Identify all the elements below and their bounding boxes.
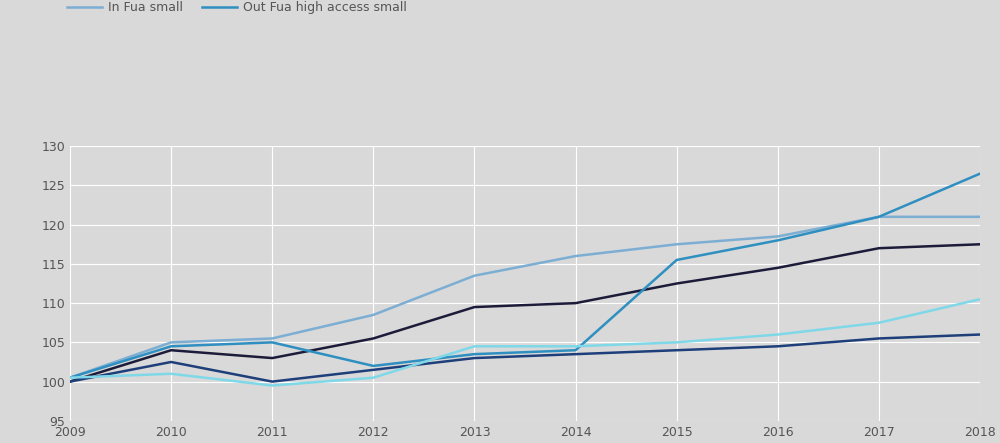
Out Fua low access xyxy=(367,375,379,381)
In Fua big xyxy=(64,379,76,384)
Line: Out Fua high access big: Out Fua high access big xyxy=(70,334,980,381)
In Fua big xyxy=(367,336,379,341)
Out Fua low access xyxy=(468,344,480,349)
In Fua small xyxy=(64,375,76,381)
Out Fua high access small xyxy=(266,340,278,345)
Out Fua high access big xyxy=(165,359,177,365)
Out Fua high access small xyxy=(873,214,885,219)
Out Fua high access small xyxy=(974,171,986,176)
Out Fua high access big xyxy=(570,351,582,357)
Out Fua low access xyxy=(266,383,278,388)
In Fua big xyxy=(266,355,278,361)
Line: In Fua small: In Fua small xyxy=(70,217,980,378)
Out Fua high access big xyxy=(873,336,885,341)
In Fua small xyxy=(367,312,379,318)
Out Fua high access small xyxy=(468,351,480,357)
In Fua big xyxy=(772,265,784,271)
Out Fua high access small xyxy=(64,375,76,381)
In Fua big xyxy=(468,304,480,310)
Out Fua low access xyxy=(772,332,784,337)
Out Fua low access xyxy=(570,344,582,349)
Out Fua high access big xyxy=(772,344,784,349)
Out Fua high access small xyxy=(772,238,784,243)
Out Fua low access xyxy=(64,375,76,381)
Line: Out Fua high access small: Out Fua high access small xyxy=(70,174,980,378)
Out Fua high access small xyxy=(671,257,683,263)
In Fua small xyxy=(468,273,480,278)
Out Fua low access xyxy=(671,340,683,345)
Out Fua high access big xyxy=(974,332,986,337)
In Fua small xyxy=(974,214,986,219)
In Fua small xyxy=(266,336,278,341)
Line: In Fua big: In Fua big xyxy=(70,244,980,381)
Out Fua low access xyxy=(873,320,885,326)
In Fua big xyxy=(873,245,885,251)
In Fua big xyxy=(974,241,986,247)
In Fua big xyxy=(671,281,683,286)
In Fua small xyxy=(671,241,683,247)
Out Fua high access small xyxy=(570,348,582,353)
Out Fua low access xyxy=(974,296,986,302)
Legend: In Fua big, In Fua small, Out Fua high access big, Out Fua high access small, Ou: In Fua big, In Fua small, Out Fua high a… xyxy=(67,0,588,15)
Out Fua low access xyxy=(165,371,177,377)
Out Fua high access big xyxy=(266,379,278,384)
In Fua small xyxy=(772,234,784,239)
Line: Out Fua low access: Out Fua low access xyxy=(70,299,980,385)
Out Fua high access big xyxy=(671,348,683,353)
Out Fua high access big xyxy=(468,355,480,361)
In Fua small xyxy=(570,253,582,259)
In Fua small xyxy=(165,340,177,345)
Out Fua high access small xyxy=(367,363,379,369)
Out Fua high access small xyxy=(165,344,177,349)
In Fua big xyxy=(165,348,177,353)
In Fua big xyxy=(570,300,582,306)
Out Fua high access big xyxy=(64,379,76,384)
Out Fua high access big xyxy=(367,367,379,373)
In Fua small xyxy=(873,214,885,219)
